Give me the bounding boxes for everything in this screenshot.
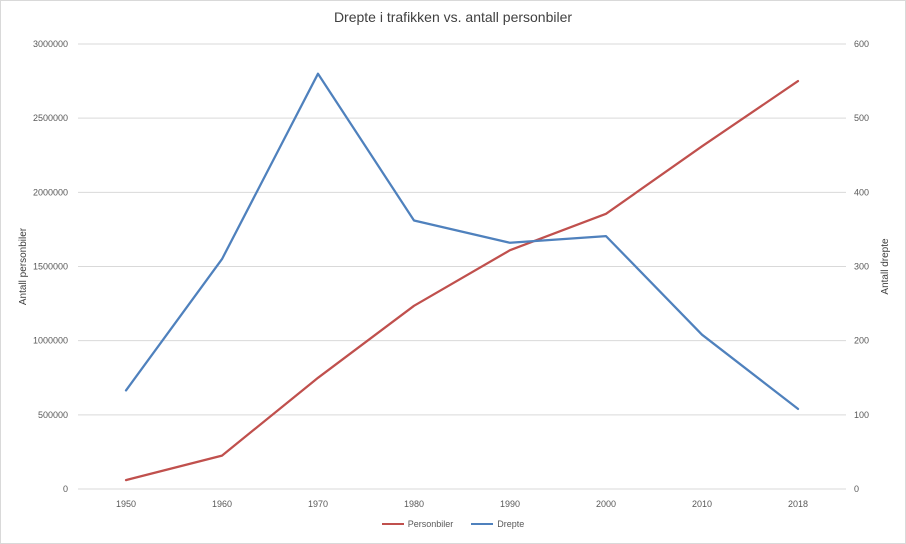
x-tick-label: 1970 (308, 499, 328, 509)
data-point-drepte (317, 73, 319, 75)
data-point-personbiler (509, 249, 511, 251)
y-right-tick-label: 400 (854, 187, 869, 197)
y-right-tick-label: 100 (854, 410, 869, 420)
data-point-personbiler (701, 145, 703, 147)
y-left-tick-label: 2500000 (33, 113, 68, 123)
data-point-drepte (701, 334, 703, 336)
legend-swatch-personbiler (381, 523, 404, 525)
data-point-personbiler (221, 455, 223, 457)
data-point-drepte (797, 408, 799, 410)
y-right-axis-title: Antall drepte (880, 238, 891, 295)
data-point-drepte (413, 220, 415, 222)
data-point-drepte (125, 389, 127, 391)
legend-item-personbiler: Personbiler (381, 519, 454, 529)
legend-item-drepte: Drepte (471, 519, 524, 529)
series-line-drepte (124, 72, 800, 411)
data-point-drepte (221, 258, 223, 260)
x-tick-label: 1980 (404, 499, 424, 509)
y-left-tick-label: 1500000 (33, 262, 68, 272)
chart-legend: Personbiler Drepte (0, 519, 906, 529)
x-tick-label: 1960 (212, 499, 232, 509)
y-right-tick-label: 200 (854, 336, 869, 346)
x-tick-label: 1950 (116, 499, 136, 509)
legend-label-personbiler: Personbiler (407, 519, 454, 529)
data-point-personbiler (413, 305, 415, 307)
data-point-personbiler (125, 479, 127, 481)
data-point-personbiler (605, 213, 607, 215)
series-line-personbiler (124, 79, 800, 482)
data-point-drepte (605, 235, 607, 237)
y-right-tick-label: 500 (854, 113, 869, 123)
y-right-tick-label: 0 (854, 484, 859, 494)
y-left-tick-label: 0 (63, 484, 68, 494)
data-point-personbiler (317, 377, 319, 379)
y-right-tick-label: 600 (854, 39, 869, 49)
x-tick-label: 2000 (596, 499, 616, 509)
y-left-tick-label: 1000000 (33, 336, 68, 346)
y-left-tick-label: 2000000 (33, 187, 68, 197)
data-point-drepte (509, 242, 511, 244)
y-left-axis-title: Antall personbiler (18, 227, 29, 305)
y-left-tick-label: 3000000 (33, 39, 68, 49)
legend-label-drepte: Drepte (497, 519, 525, 529)
y-left-tick-label: 500000 (38, 410, 68, 420)
x-tick-label: 1990 (500, 499, 520, 509)
legend-swatch-drepte (471, 523, 494, 525)
x-tick-label: 2010 (692, 499, 712, 509)
data-point-personbiler (797, 80, 799, 82)
y-right-tick-label: 300 (854, 262, 869, 272)
x-tick-label: 2018 (788, 499, 808, 509)
chart-title: Drepte i trafikken vs. antall personbile… (333, 9, 573, 25)
